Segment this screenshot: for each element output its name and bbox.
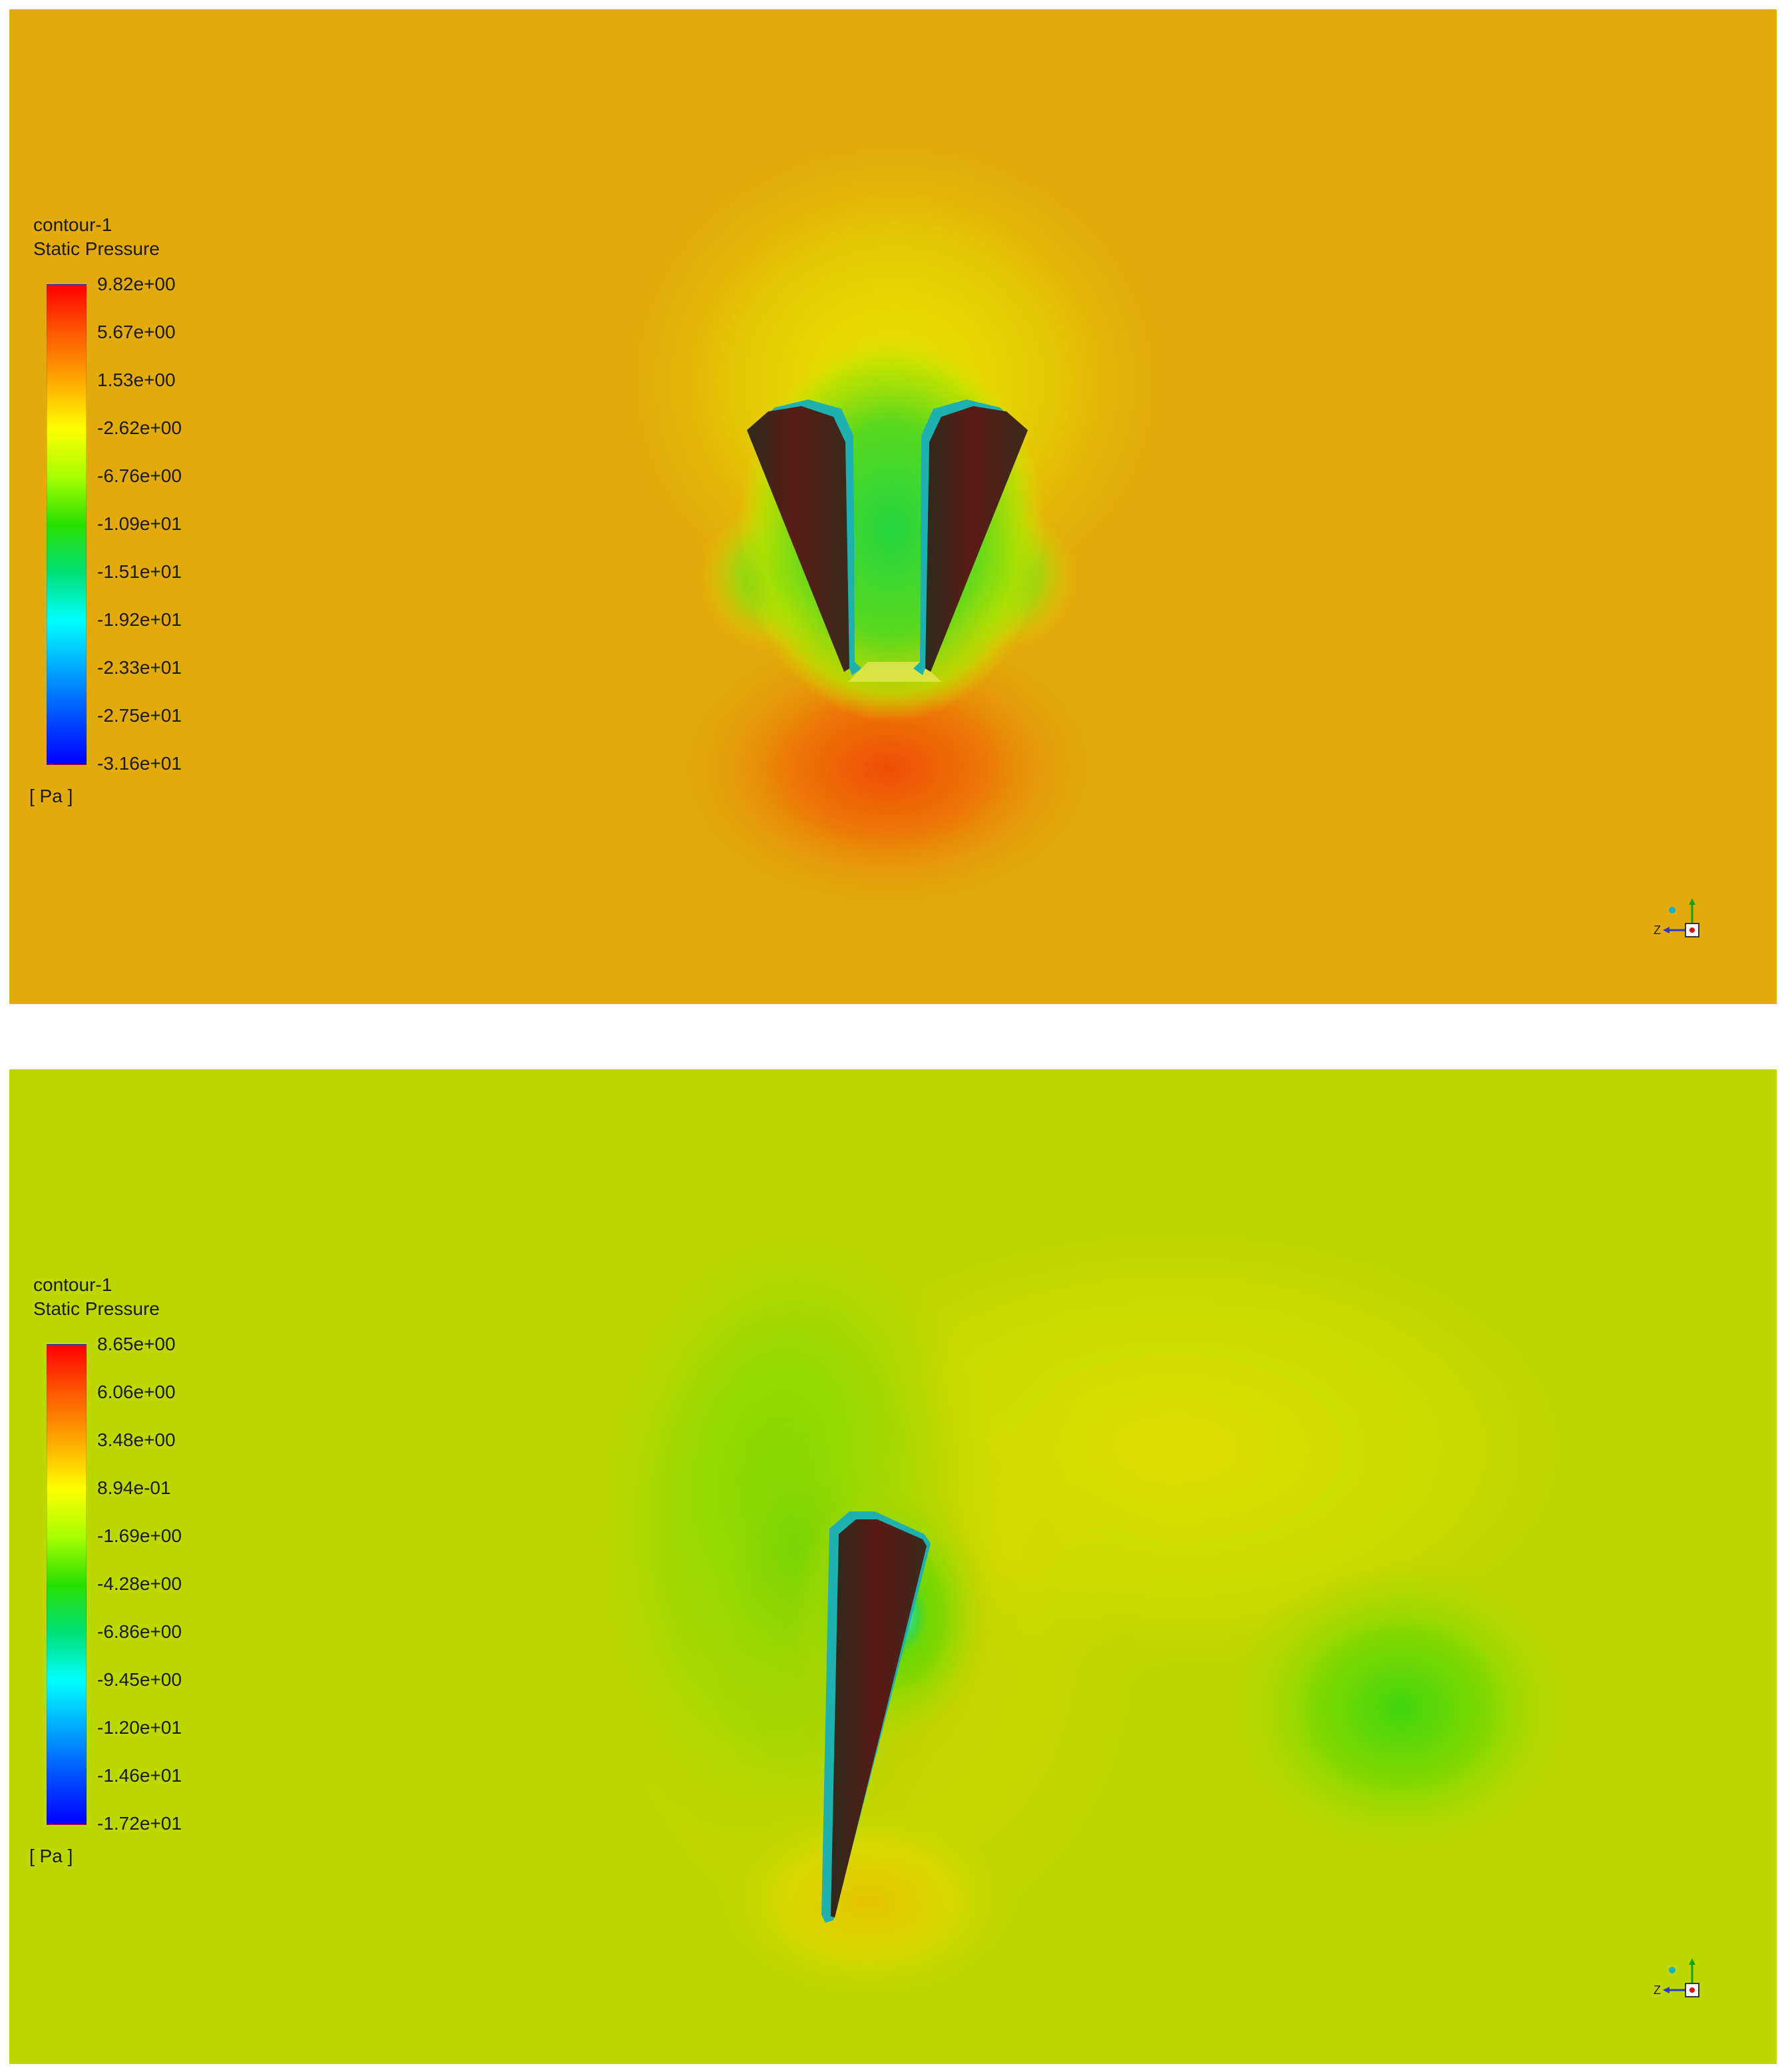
legend-tick: -6.76e+00	[97, 465, 182, 486]
legend-tick: 8.94e-01	[97, 1477, 171, 1498]
legend-colorbar	[47, 1344, 87, 1825]
legend-tick: -1.20e+01	[97, 1717, 182, 1738]
axis-z-label: Z	[1654, 923, 1661, 937]
contour-view-bottom[interactable]: contour-1 Static Pressure 8.65e+00 6.06e…	[9, 1069, 1777, 2064]
legend-variable: Static Pressure	[33, 238, 160, 259]
legend-tick: -1.46e+01	[97, 1765, 182, 1786]
legend-colorbar	[47, 284, 87, 765]
legend-tick: -2.62e+00	[97, 417, 182, 438]
left-fin	[747, 399, 861, 675]
legend-tick: -1.72e+01	[97, 1813, 182, 1834]
legend-tick: -6.86e+00	[97, 1621, 182, 1642]
legend-tick: -1.09e+01	[97, 513, 182, 534]
legend-tick: -2.75e+01	[97, 705, 182, 726]
legend-tick: -2.33e+01	[97, 657, 182, 678]
legend-tick: -4.28e+00	[97, 1573, 182, 1594]
legend-tick: 9.82e+00	[97, 274, 176, 294]
axis-triad-icon[interactable]: Z	[1654, 1958, 1707, 2011]
legend-tick: 8.65e+00	[97, 1334, 176, 1354]
legend-variable: Static Pressure	[33, 1298, 160, 1319]
axis-triad-icon[interactable]: Z	[1654, 898, 1707, 951]
pressure-field-bottom	[9, 1069, 1777, 2064]
contour-view-top[interactable]: contour-1 Static Pressure 9.82e+00 5.67e…	[9, 9, 1777, 1004]
legend-name: contour-1	[33, 1274, 112, 1295]
legend-tick: 1.53e+00	[97, 370, 176, 390]
legend-tick: 5.67e+00	[97, 322, 176, 342]
legend-tick: 6.06e+00	[97, 1382, 176, 1402]
legend-tick: 3.48e+00	[97, 1429, 176, 1450]
legend-tick: -9.45e+00	[97, 1669, 182, 1690]
legend-name: contour-1	[33, 214, 112, 235]
fin	[821, 1511, 931, 1923]
legend-unit: [ Pa ]	[29, 786, 73, 806]
pressure-field-top	[9, 9, 1777, 1004]
legend-tick: -1.69e+00	[97, 1525, 182, 1546]
legend-tick: -1.51e+01	[97, 561, 182, 582]
legend-tick: -1.92e+01	[97, 609, 182, 630]
axis-z-label: Z	[1654, 1983, 1661, 1997]
legend-unit: [ Pa ]	[29, 1846, 73, 1866]
right-fin	[913, 399, 1028, 675]
legend-tick: -3.16e+01	[97, 753, 182, 774]
